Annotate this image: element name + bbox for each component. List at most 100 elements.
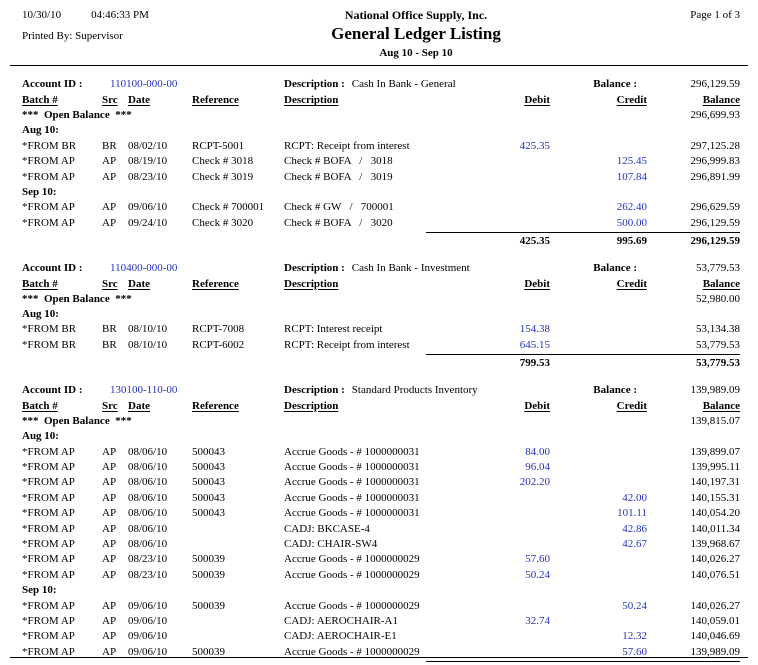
credit-cell: 57.60 [622, 645, 647, 658]
reference-cell [192, 537, 284, 552]
column-header-reference: Reference [192, 94, 239, 106]
reference-cell: Check # 3018 [192, 155, 254, 168]
reference-cell: 500043 [192, 491, 225, 504]
total-debit: 799.53 [519, 357, 550, 370]
debit-cell [456, 491, 550, 506]
source-cell: AP [102, 537, 117, 550]
credit-cell [550, 460, 647, 475]
description-cell: RCPT: Receipt from interest [284, 139, 410, 152]
debit-cell [456, 599, 550, 614]
source-cell: AP [102, 614, 117, 627]
account-id-value: 110100-000-00 [110, 78, 178, 90]
period-label: Aug 10: [22, 124, 59, 137]
transaction-row: *FROM AP AP 08/23/10 500039 Accrue Goods - #… [22, 552, 740, 567]
balance-cell: 140,076.51 [690, 568, 741, 581]
column-header-src: Src [102, 399, 118, 412]
balance-cell: 140,046.69 [690, 630, 741, 643]
transaction-row: *FROM AP AP 09/06/10 500039 Accrue Goods - #… [22, 645, 740, 660]
description-cell: CADJ: AEROCHAIR-E1 [284, 630, 397, 643]
column-header-src: Src [102, 277, 118, 290]
balance-cell: 296,891.99 [690, 170, 741, 183]
transaction-row: *FROM BR BR 08/02/10 RCPT-5001 RCPT: Receipt… [22, 139, 740, 154]
credit-cell [550, 568, 647, 583]
batch-cell: *FROM AP [22, 522, 75, 535]
source-cell: AP [102, 553, 117, 566]
credit-cell [550, 338, 647, 353]
description-label: Description : [284, 78, 345, 90]
printed-by: Printed By: Supervisor [22, 30, 123, 42]
total-credit [550, 356, 647, 371]
credit-cell [550, 322, 647, 337]
reference-cell: 500043 [192, 507, 225, 520]
print-date: 10/30/10 [22, 9, 62, 21]
period-label: Sep 10: [22, 186, 57, 199]
column-header-row: Batch # Src Date Reference Description Debit C… [22, 92, 740, 108]
report-body: Account ID : 110100-000-00 Description : Ca… [22, 76, 740, 665]
column-header-batch: Batch # [22, 94, 58, 106]
open-balance-value: 296,699.93 [690, 109, 741, 121]
column-header-src: Src [102, 94, 118, 106]
description-cell: Accrue Goods - # 1000000031 [284, 460, 420, 473]
open-balance-row: *** Open Balance *** 52,980.00 [22, 292, 740, 307]
period-group-row: Sep 10: [22, 185, 740, 200]
source-cell: AP [102, 522, 117, 535]
reference-cell: 500043 [192, 445, 225, 458]
source-cell: AP [102, 170, 117, 183]
batch-cell: *FROM BR [22, 338, 77, 351]
batch-cell: *FROM AP [22, 537, 75, 550]
date-cell: 08/10/10 [128, 323, 168, 336]
credit-cell: 12.32 [622, 630, 647, 643]
date-cell: 08/06/10 [128, 507, 168, 520]
source-cell: AP [102, 201, 117, 214]
open-balance-value: 52,980.00 [696, 292, 740, 305]
source-cell: AP [102, 568, 117, 581]
batch-cell: *FROM AP [22, 553, 75, 566]
batch-cell: *FROM AP [22, 568, 75, 581]
source-cell: BR [102, 139, 117, 152]
balance-cell: 140,026.27 [690, 553, 741, 566]
total-balance: 53,779.53 [696, 357, 740, 370]
account-balance: 139,989.09 [690, 383, 741, 396]
source-cell: AP [102, 476, 117, 489]
total-balance: 296,129.59 [690, 235, 741, 248]
transaction-row: *FROM AP AP 08/23/10 Check # 3019 Check # BO… [22, 170, 740, 185]
batch-cell: *FROM BR [22, 323, 77, 336]
report-header: 10/30/10 04:46:33 PM Printed By: Supervi… [22, 8, 740, 60]
transaction-row: *FROM AP AP 08/23/10 500039 Accrue Goods - #… [22, 568, 740, 583]
description-cell: RCPT: Interest receipt [284, 323, 383, 336]
account-id-label: Account ID : [22, 383, 83, 396]
column-header-balance: Balance [702, 277, 740, 290]
credit-cell: 262.40 [616, 201, 647, 214]
batch-cell: *FROM AP [22, 201, 75, 214]
reference-cell: 500039 [192, 553, 225, 566]
period-group-row: Aug 10: [22, 307, 740, 322]
batch-cell: *FROM AP [22, 630, 75, 643]
credit-cell: 125.45 [616, 155, 647, 168]
transaction-row: *FROM AP AP 08/06/10 500043 Accrue Goods - #… [22, 445, 740, 460]
description-cell: Accrue Goods - # 1000000029 [284, 553, 420, 566]
column-header-debit: Debit [524, 94, 550, 106]
transaction-row: *FROM AP AP 08/06/10 CADJ: CHAIR-SW4 42.67 13… [22, 537, 740, 552]
description-cell: RCPT: Receipt from interest [284, 338, 410, 351]
description-cell: Check # BOFA / 3020 [284, 216, 393, 229]
description-cell: Accrue Goods - # 1000000031 [284, 476, 420, 489]
source-cell: AP [102, 155, 117, 168]
account-header-row: Account ID : 110100-000-00 Description : Ca… [22, 76, 740, 92]
date-cell: 08/06/10 [128, 445, 168, 458]
source-cell: BR [102, 338, 117, 351]
balance-cell: 140,155.31 [690, 491, 741, 504]
column-header-debit: Debit [524, 399, 550, 412]
source-cell: AP [102, 491, 117, 504]
batch-cell: *FROM AP [22, 445, 75, 458]
account-totals-row: 522.82348.80139,989.09 [22, 661, 740, 665]
reference-cell: 500039 [192, 645, 225, 658]
date-cell: 09/06/10 [128, 599, 168, 612]
column-header-credit: Credit [616, 277, 647, 290]
balance-cell: 296,999.83 [690, 155, 741, 168]
description-label: Description : [284, 261, 345, 274]
date-cell: 08/02/10 [128, 139, 168, 152]
source-cell: AP [102, 216, 117, 229]
description-cell: Check # GW / 700001 [284, 201, 394, 214]
period-group-row: Sep 10: [22, 583, 740, 598]
balance-label: Balance : [593, 78, 637, 90]
